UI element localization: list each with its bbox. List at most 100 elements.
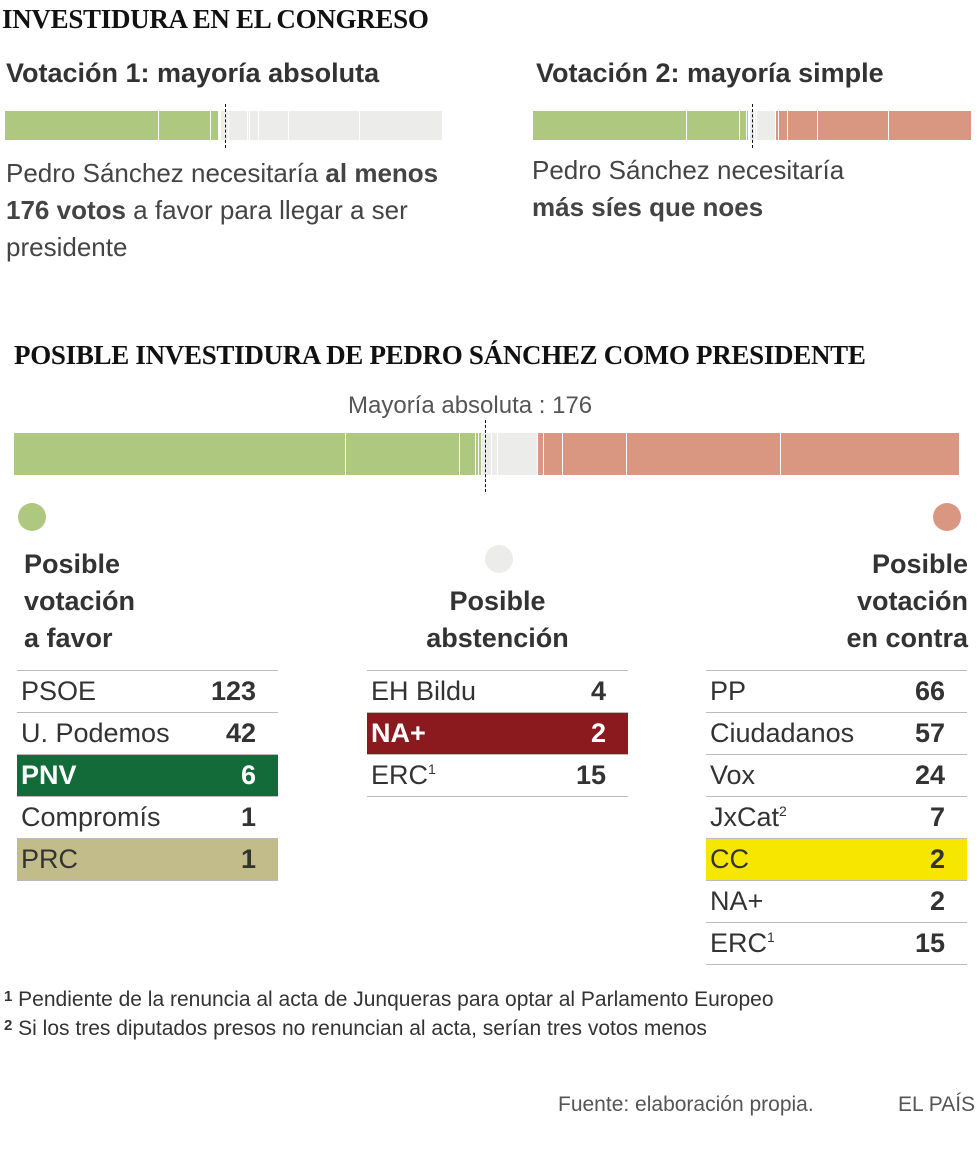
table-row: PRC 1 (17, 838, 278, 881)
vote2-segment (747, 111, 749, 140)
vote1-segment-favor (5, 111, 159, 140)
party-name: PSOE (17, 670, 197, 713)
seat-count: 42 (196, 712, 278, 755)
party-name: EH Bildu (367, 670, 542, 713)
abstention-heading: Posible abstención (426, 586, 569, 653)
contra-table: PP 66 Ciudadanos 57 Vox 24 JxCat2 7 CC 2 NA+ 2 ERC1 1… (706, 670, 967, 965)
seat-count: 1 (196, 796, 278, 839)
source: Fuente: elaboración propia. (558, 1093, 814, 1116)
seat-count: 6 (196, 754, 278, 797)
vote1-segment-rest (228, 111, 248, 140)
party-name: NA+ (367, 712, 542, 755)
bar-segment-u-podemos (346, 433, 460, 475)
vote1-segment-rest (250, 111, 259, 140)
seat-count: 1 (196, 838, 278, 881)
brand-logo: EL PAÍS (898, 1093, 976, 1116)
vote2-description: Pedro Sánchez necesitaría más síes que n… (532, 155, 845, 222)
party-name: ERC1 (706, 922, 897, 965)
seat-count: 123 (196, 670, 278, 713)
table-row: Compromís 1 (17, 796, 278, 839)
seat-count: 4 (541, 670, 628, 713)
table-row: Vox 24 (706, 754, 967, 797)
party-name: PRC (17, 838, 197, 881)
vote2-segment (754, 111, 758, 140)
favor-dot (18, 503, 46, 531)
party-name: U. Podemos (17, 712, 197, 755)
vote1-segment-favor (211, 111, 219, 140)
vote1-description: Pedro Sánchez necesitaría al menos 176 v… (6, 158, 439, 262)
main-bar (14, 433, 960, 475)
vote1-segment-rest (289, 111, 361, 140)
main-title: INVESTIDURA EN EL CONGRESO (2, 4, 429, 34)
vote1-segment-rest (258, 111, 290, 140)
seat-count: 24 (896, 754, 967, 797)
abstention-dot (485, 545, 513, 573)
vote1-segment-rest (247, 111, 251, 140)
vote1-segment-rest (360, 111, 443, 140)
majority-label: Mayoría absoluta : 176 (348, 392, 593, 419)
favor-heading: Posible votación a favor (24, 549, 136, 653)
seat-count: 66 (896, 670, 967, 713)
table-row: EH Bildu 4 (367, 670, 628, 713)
table-row: PSOE 123 (17, 670, 278, 713)
vote1-segment-favor (158, 111, 212, 140)
abstention-table: EH Bildu 4 NA+ 2 ERC1 15 (367, 670, 628, 797)
party-name: JxCat2 (706, 796, 897, 839)
vote1-bar (5, 111, 443, 140)
vote2-majority-line (752, 104, 753, 148)
contra-heading: Posible votación en contra (846, 549, 968, 653)
vote2-segment (533, 111, 688, 140)
bar-segment-eh-bildu (481, 433, 493, 475)
bar-segment-comprom-s (476, 433, 479, 475)
footnote-1: 1 Pendiente de la renuncia al acta de Ju… (4, 988, 774, 1011)
vote2-segment (889, 111, 972, 140)
bar-segment-cc (538, 433, 544, 475)
table-row: NA+ 2 (367, 712, 628, 755)
table-row: NA+ 2 (706, 880, 967, 923)
party-name: Compromís (17, 796, 197, 839)
main-majority-line (485, 420, 486, 492)
party-name: PP (706, 670, 897, 713)
bar-segment-pp (781, 433, 960, 475)
seat-count: 57 (896, 712, 967, 755)
seat-count: 2 (541, 712, 628, 755)
vote2-segment (787, 111, 818, 140)
favor-table: PSOE 123 U. Podemos 42 PNV 6 Compromís 1 PRC 1 (17, 670, 278, 881)
table-row: PNV 6 (17, 754, 278, 797)
vote1-title: Votación 1: mayoría absoluta (6, 58, 380, 88)
bar-segment-pnv (459, 433, 477, 475)
vote2-segment (687, 111, 740, 140)
party-name: ERC1 (367, 754, 542, 797)
section-title: POSIBLE INVESTIDURA DE PEDRO SÁNCHEZ COM… (14, 340, 866, 370)
vote2-title: Votación 2: mayoría simple (536, 58, 884, 88)
vote1-majority-line (225, 104, 226, 148)
vote1-segment-rest (226, 111, 229, 140)
vote2-segment (817, 111, 890, 140)
vote2-segment (748, 111, 750, 140)
seat-count: 7 (896, 796, 967, 839)
table-row: U. Podemos 42 (17, 712, 278, 755)
vote1-segment-favor (218, 111, 221, 140)
party-name: Vox (706, 754, 897, 797)
table-row: ERC1 15 (706, 922, 967, 965)
party-name: Ciudadanos (706, 712, 897, 755)
seat-count: 2 (896, 880, 967, 923)
bar-segment-ciudadanos (627, 433, 782, 475)
vote2-segment (739, 111, 748, 140)
footnote-2: 2 Si los tres diputados presos no renunc… (4, 1017, 707, 1040)
bar-segment-vox (562, 433, 628, 475)
bar-segment-jxcat (543, 433, 563, 475)
table-row: PP 66 (706, 670, 967, 713)
table-row: ERC1 15 (367, 754, 628, 797)
vote2-segment (778, 111, 788, 140)
bar-segment-erc (497, 433, 539, 475)
bar-segment-psoe (14, 433, 347, 475)
seat-count: 15 (896, 922, 967, 965)
bar-segment-na- (492, 433, 498, 475)
vote2-bar (533, 111, 972, 140)
bar-segment-prc (478, 433, 482, 475)
vote2-segment (776, 111, 779, 140)
party-name: CC (706, 838, 897, 881)
party-name: NA+ (706, 880, 897, 923)
vote2-segment (757, 111, 777, 140)
